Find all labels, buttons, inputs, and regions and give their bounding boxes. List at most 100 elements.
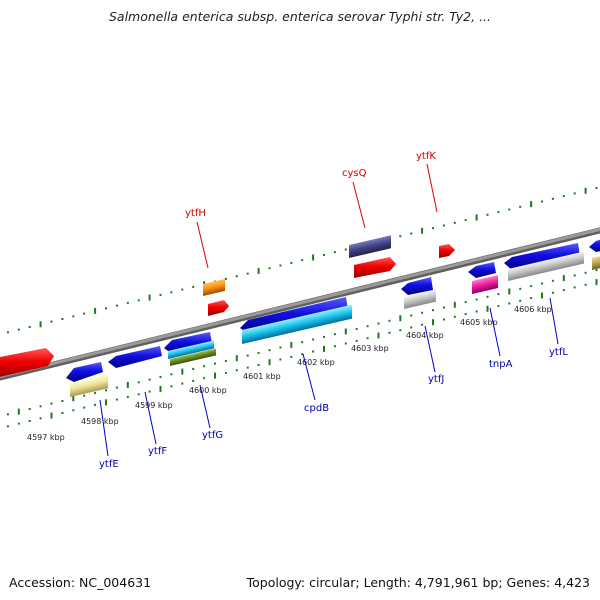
- gene-label-ytfG[interactable]: ytfG: [202, 430, 223, 441]
- minor-tick: [6, 413, 9, 416]
- minor-tick: [497, 211, 500, 214]
- gene-feature-ytfG[interactable]: [164, 332, 212, 354]
- genome-backbone-highlight: [0, 227, 600, 379]
- gene-feature-red-ytfH[interactable]: [208, 300, 229, 316]
- gene-feature-ytfF[interactable]: [108, 346, 162, 368]
- gene-label-cysQ[interactable]: cysQ: [342, 168, 367, 179]
- minor-tick: [235, 369, 238, 372]
- minor-tick: [192, 285, 195, 288]
- minor-tick: [497, 305, 500, 308]
- major-tick: [290, 341, 293, 348]
- minor-tick: [246, 366, 249, 369]
- leader-ytfE: [99, 399, 109, 457]
- major-tick: [312, 254, 315, 261]
- minor-tick: [312, 338, 315, 341]
- leader-ytfJ: [424, 325, 436, 373]
- gene-feature-tan-edge[interactable]: [592, 254, 600, 271]
- gene-feature-olive[interactable]: [170, 348, 216, 366]
- minor-tick: [137, 381, 140, 384]
- gene-feature-gray-ytfL[interactable]: [508, 251, 584, 281]
- minor-tick: [475, 310, 478, 313]
- leader-tnpA: [489, 307, 501, 357]
- major-tick: [432, 319, 434, 326]
- gene-feature-magenta[interactable]: [472, 274, 498, 294]
- minor-tick: [268, 349, 271, 352]
- major-tick: [541, 292, 543, 299]
- minor-tick: [541, 282, 543, 285]
- major-tick: [148, 294, 151, 301]
- minor-tick: [475, 298, 478, 301]
- gene-feature-orange[interactable]: [203, 278, 225, 296]
- minor-tick: [290, 355, 293, 358]
- gene-label-ytfE[interactable]: ytfE: [99, 459, 119, 470]
- minor-tick: [432, 227, 434, 230]
- map-title: Salmonella enterica subsp. enterica sero…: [108, 9, 492, 24]
- gene-feature-cyan-large[interactable]: [242, 304, 352, 344]
- gene-feature-red-cysQ[interactable]: [354, 257, 396, 278]
- lower-tick-row: [6, 279, 598, 428]
- major-tick: [72, 395, 75, 402]
- minor-tick: [388, 319, 391, 322]
- minor-tick: [519, 299, 522, 302]
- gene-feature-ytfL[interactable]: [504, 243, 580, 270]
- minor-tick: [181, 288, 184, 291]
- minor-tick: [584, 271, 587, 274]
- major-tick: [214, 372, 216, 379]
- gene-feature-yellow[interactable]: [70, 374, 108, 397]
- major-tick: [421, 227, 424, 234]
- gene-label-cpdB[interactable]: cpdB: [304, 403, 329, 414]
- minor-tick: [519, 287, 522, 290]
- minor-tick: [355, 339, 358, 342]
- minor-tick: [115, 386, 118, 389]
- gene-feature-blue-edge[interactable]: [589, 238, 600, 252]
- gene-label-ytfL[interactable]: ytfL: [549, 347, 568, 358]
- gene-label-ytfH[interactable]: ytfH: [185, 208, 206, 219]
- scale-label: 4600 kbp: [189, 386, 227, 395]
- major-tick: [17, 408, 20, 415]
- minor-tick: [115, 304, 118, 307]
- minor-tick: [442, 318, 445, 321]
- minor-tick: [246, 354, 249, 357]
- minor-tick: [312, 350, 315, 353]
- gene-feature-navy[interactable]: [349, 235, 391, 258]
- minor-tick: [333, 333, 336, 336]
- gene-feature-red-ytfK[interactable]: [439, 244, 455, 258]
- minor-tick: [17, 422, 20, 425]
- minor-tick: [301, 341, 304, 344]
- minor-tick: [573, 274, 576, 277]
- minor-tick: [159, 375, 162, 378]
- minor-tick: [137, 299, 140, 302]
- minor-tick: [61, 412, 64, 414]
- minor-tick: [464, 219, 467, 222]
- minor-tick: [181, 382, 184, 385]
- minor-tick: [61, 400, 64, 402]
- major-tick: [268, 359, 271, 366]
- gene-label-tnpA[interactable]: tnpA: [489, 359, 513, 370]
- minor-tick: [6, 331, 9, 334]
- minor-tick: [301, 353, 304, 356]
- gene-feature-cyan-small[interactable]: [168, 340, 214, 359]
- accession-text: Accession: NC_004631: [9, 575, 152, 590]
- leader-cysQ: [352, 181, 366, 229]
- gene-feature-gray-ytfJ[interactable]: [404, 289, 436, 309]
- gene-feature-tnpA[interactable]: [468, 262, 496, 278]
- leader-cpdB: [302, 353, 316, 401]
- minor-tick: [366, 325, 369, 328]
- gene-label-ytfJ[interactable]: ytfJ: [428, 374, 444, 385]
- gene-feature-red[interactable]: [0, 348, 54, 378]
- gene-feature-ytfJ[interactable]: [401, 277, 433, 295]
- minor-tick: [61, 318, 64, 320]
- gene-label-ytfF[interactable]: ytfF: [148, 446, 167, 457]
- major-tick: [595, 279, 598, 286]
- minor-tick: [224, 371, 227, 374]
- gene-feature-ytfE[interactable]: [66, 362, 103, 382]
- minor-tick: [170, 291, 173, 294]
- gene-label-ytfK[interactable]: ytfK: [416, 151, 436, 162]
- minor-tick: [28, 326, 31, 328]
- major-tick: [159, 385, 162, 392]
- minor-tick: [148, 378, 151, 381]
- minor-tick: [137, 393, 140, 396]
- minor-tick: [279, 264, 282, 267]
- major-tick: [508, 288, 511, 295]
- minor-tick: [399, 329, 402, 332]
